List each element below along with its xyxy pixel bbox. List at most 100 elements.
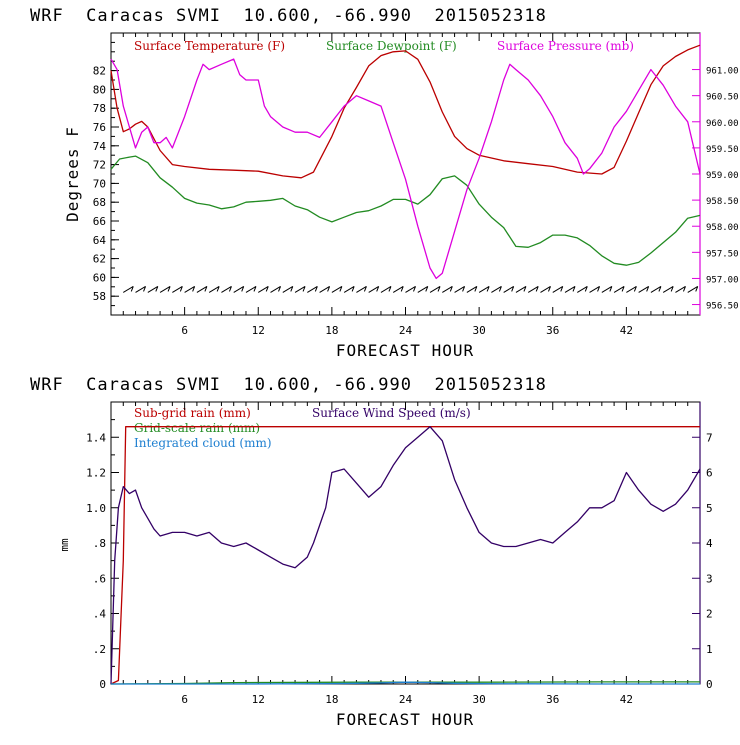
wind-barb-flag: [376, 286, 380, 292]
y-tick-label: 64: [93, 234, 107, 247]
y-right-tick-label: 7: [706, 431, 713, 444]
x-tick-label: 18: [325, 693, 338, 706]
wind-barb: [159, 286, 171, 293]
wind-barb: [552, 286, 564, 293]
wind-barb: [319, 286, 330, 293]
wind-barb: [221, 286, 232, 293]
wind-barb: [638, 286, 649, 293]
legend-surface-wind-speed: Surface Wind Speed (m/s): [312, 406, 471, 420]
bottom-y-axis-label: mm: [58, 538, 71, 552]
wind-barb: [540, 286, 551, 293]
wind-barb: [417, 286, 429, 293]
wind-barb-flag: [511, 286, 515, 292]
wind-barb-flag: [609, 286, 613, 292]
wind-barb: [515, 286, 527, 293]
wind-barb-flag: [633, 286, 637, 292]
wind-barb: [442, 286, 453, 293]
wind-barb: [491, 286, 502, 293]
legend-sub-grid-rain: Sub-grid rain (mm): [134, 406, 251, 420]
wind-barb: [343, 286, 355, 293]
wind-barb-flag: [413, 286, 416, 292]
y-right-tick-label: 0: [706, 678, 713, 691]
wind-barb: [564, 286, 576, 293]
wind-barb-flag: [327, 286, 331, 292]
axis-ticks: 6 12 18 24 30 36 42586062646668707274767880829…: [86, 33, 739, 706]
wind-barb: [626, 286, 637, 293]
wind-barb-flag: [535, 286, 539, 292]
y-tick-label: 72: [93, 159, 106, 172]
wind-barb: [405, 286, 416, 293]
wind-barb-flag: [130, 286, 134, 292]
y-tick-label: 76: [93, 121, 106, 134]
wind-barb-flag: [400, 286, 404, 292]
wind-barb-flag: [278, 286, 281, 292]
wind-barb-flag: [143, 286, 147, 292]
bottom-chart-title: WRF Caracas SVMI 10.600, -66.990 2015052…: [30, 375, 547, 395]
wind-barb: [233, 286, 244, 293]
wind-barb-flag: [253, 286, 257, 292]
series-line-integrated-cloud-mm: [111, 681, 700, 685]
x-tick-label: 6: [181, 324, 188, 337]
wind-barb-flag: [265, 286, 269, 292]
wind-barb: [147, 286, 159, 293]
bottom-x-axis-label: FORECAST HOUR: [336, 710, 474, 729]
legend-integrated-cloud: Integrated cloud (mm): [134, 436, 272, 450]
wind-barb-flag: [646, 286, 650, 292]
y-right-tick-label: 958.50: [706, 197, 739, 207]
wind-barb-flag: [425, 286, 429, 292]
wind-barb: [257, 286, 269, 293]
x-tick-label: 42: [620, 693, 633, 706]
wind-barb-flag: [572, 286, 576, 292]
wind-barb-flag: [437, 286, 441, 292]
x-tick-label: 30: [473, 324, 486, 337]
y-tick-label: 1.2: [86, 467, 106, 480]
y-tick-label: 1.4: [86, 431, 106, 444]
x-tick-label: 12: [252, 693, 265, 706]
wind-barb: [123, 286, 134, 293]
wind-barb: [503, 286, 514, 293]
wind-barb-flag: [192, 286, 196, 292]
wind-barb-flag: [498, 286, 502, 292]
wind-barb-flag: [167, 286, 171, 292]
wind-barb: [662, 286, 674, 293]
wind-barb-flag: [621, 286, 625, 292]
wind-barb-flag: [179, 286, 183, 292]
y-tick-label: 70: [93, 177, 106, 190]
wind-barb-flag: [314, 286, 318, 292]
wind-barb: [184, 286, 195, 293]
wind-barb: [613, 286, 625, 293]
wind-barb-flag: [597, 286, 601, 292]
wind-barb-flag: [363, 286, 367, 292]
wind-barb: [478, 286, 490, 293]
wind-barb-flag: [241, 286, 245, 292]
y-right-tick-label: 960.00: [706, 119, 739, 129]
y-right-tick-label: 5: [706, 502, 713, 515]
y-right-tick-label: 957.50: [706, 249, 739, 259]
wind-barb: [172, 286, 183, 293]
wind-barb-flag: [388, 286, 392, 292]
y-tick-label: 74: [93, 140, 107, 153]
y-right-tick-label: 959.00: [706, 171, 739, 181]
wind-barb-flag: [560, 286, 564, 292]
wind-barb-flag: [155, 286, 159, 292]
wind-barb: [429, 286, 441, 293]
y-tick-label: .8: [93, 537, 106, 550]
y-tick-label: 58: [93, 290, 106, 303]
wind-barb: [527, 286, 539, 293]
wind-barb: [675, 286, 686, 293]
wind-barb-flag: [486, 286, 490, 292]
y-right-tick-label: 1: [706, 643, 713, 656]
series-line-surface-wind-speed-m-s: [110, 426, 701, 685]
wind-barb-flag: [658, 286, 662, 292]
wind-barb: [601, 286, 613, 293]
wind-barb: [589, 286, 600, 293]
wind-barb: [380, 286, 392, 293]
y-tick-label: 1.0: [86, 502, 106, 515]
wind-barb-flag: [670, 286, 674, 292]
series-line-surface-pressure-mb: [110, 58, 701, 280]
y-right-tick-label: 959.50: [706, 145, 739, 155]
y-right-tick-label: 2: [706, 608, 713, 621]
wind-barb: [650, 286, 662, 293]
y-tick-label: .2: [93, 643, 106, 656]
y-tick-label: 82: [93, 65, 106, 78]
